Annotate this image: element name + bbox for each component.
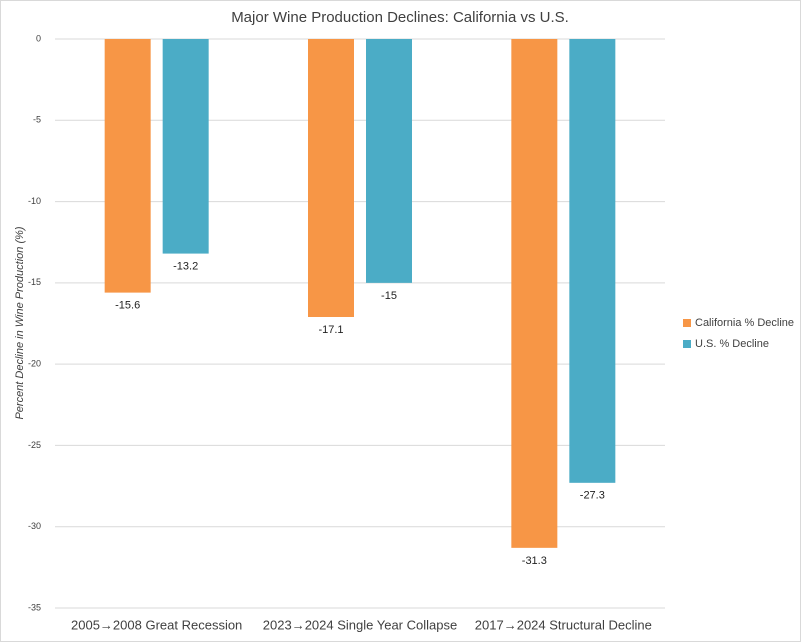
legend-label: California % Decline — [695, 317, 794, 329]
data-label: -15.6 — [115, 300, 140, 312]
data-label: -13.2 — [173, 261, 198, 273]
y-tick-label: -10 — [28, 196, 41, 206]
chart-title: Major Wine Production Declines: Californ… — [231, 9, 569, 26]
data-label: -31.3 — [522, 555, 547, 567]
bar — [162, 39, 209, 254]
y-tick-label: -5 — [33, 115, 41, 125]
data-label: -17.1 — [318, 324, 343, 336]
data-label: -15 — [381, 290, 397, 302]
y-tick-label: -15 — [28, 277, 41, 287]
x-tick-label: 2005→2008 Great Recession — [71, 617, 242, 632]
y-tick-label: 0 — [36, 33, 41, 43]
legend-label: U.S. % Decline — [695, 338, 769, 350]
legend-swatch — [683, 319, 691, 327]
y-tick-label: -35 — [28, 602, 41, 612]
y-axis-title: Percent Decline in Wine Production (%) — [14, 226, 26, 419]
legend-swatch — [683, 340, 691, 348]
data-label: -27.3 — [580, 490, 605, 502]
bar — [104, 39, 151, 293]
bar — [511, 39, 558, 548]
bar — [569, 39, 616, 483]
y-tick-label: -30 — [28, 521, 41, 531]
bar — [308, 39, 354, 317]
x-tick-label: 2017→2024 Structural Decline — [475, 617, 652, 632]
x-tick-label: 2023→2024 Single Year Collapse — [263, 617, 457, 632]
bar — [366, 39, 412, 283]
y-tick-label: -25 — [28, 440, 41, 450]
y-tick-label: -20 — [28, 359, 41, 369]
